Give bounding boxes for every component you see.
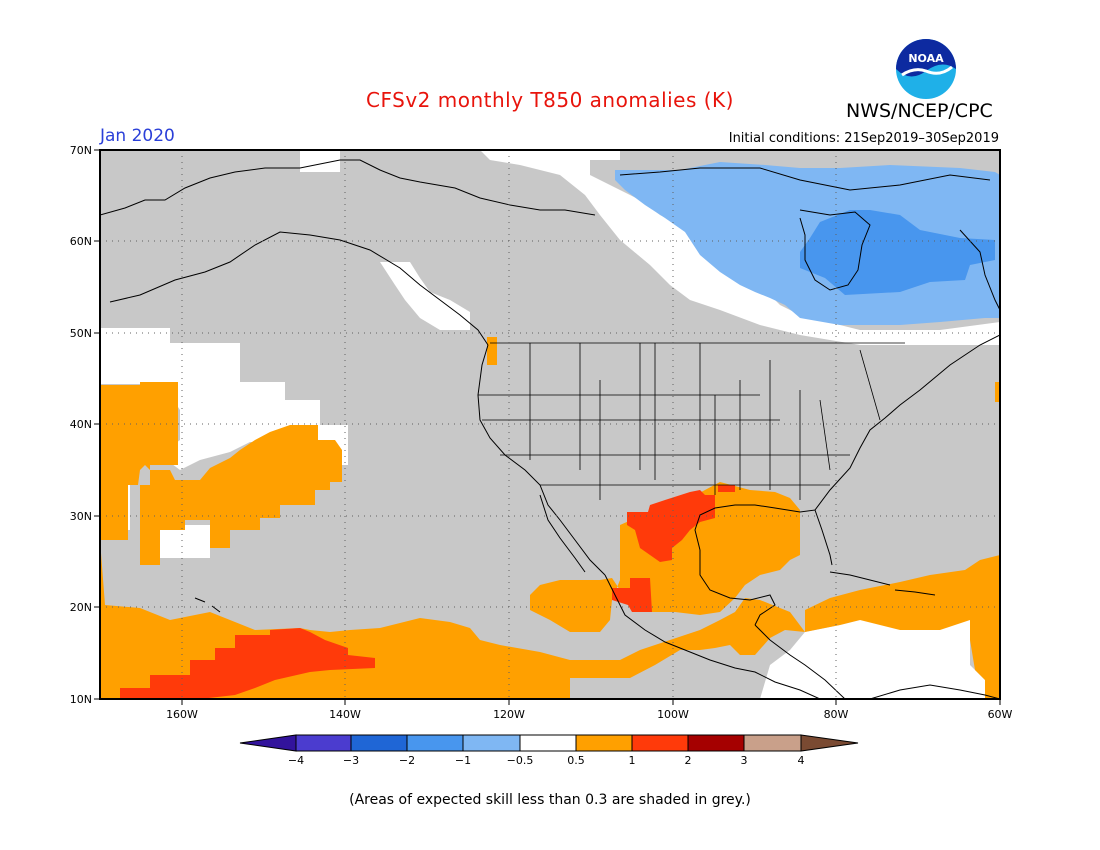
colorbar-tick-label: 1	[629, 754, 636, 767]
neutral-region-tropical-atlantic	[760, 620, 1000, 699]
colorbar-labels: −4 −3 −2 −1 −0.5 0.5 1 2 3 4	[288, 754, 805, 767]
initial-conditions-label: Initial conditions: 21Sep2019–30Sep2019	[728, 131, 999, 146]
skill-footnote: (Areas of expected skill less than 0.3 a…	[349, 792, 751, 808]
coastline-cuba	[829, 571, 891, 586]
colorbar-segment	[575, 734, 633, 752]
colorbar-tick-label: −2	[399, 754, 415, 767]
coastline-hudson-bay	[799, 209, 871, 291]
lat-tick-label: 70N	[70, 144, 92, 157]
lat-tick-label: 40N	[70, 418, 92, 431]
colorbar-segment	[800, 734, 859, 752]
colorbar-tick-label: −1	[455, 754, 471, 767]
anomaly-region-central-pacific	[120, 628, 375, 699]
lon-tick-label: 120W	[493, 708, 525, 721]
colorbar-segment	[295, 734, 352, 752]
colorbar-segment	[406, 734, 464, 752]
lon-tick-label: 80W	[824, 708, 849, 721]
colorbar-segment	[519, 734, 577, 752]
anomaly-region-hudson-bay	[800, 210, 995, 295]
colorbar-segment	[239, 734, 297, 752]
coastline-alaska	[100, 159, 596, 216]
colorbar-tick-label: −4	[288, 754, 304, 767]
valid-month-label: Jan 2020	[100, 126, 175, 146]
anomaly-region-texas-mexico	[627, 490, 715, 562]
noaa-logo-text: NOAA	[908, 52, 944, 65]
lat-tick-label: 30N	[70, 510, 92, 523]
coastline-labrador	[959, 229, 1000, 311]
anomaly-region-east-edge	[995, 382, 1000, 402]
colorbar-tick-label: 4	[798, 754, 805, 767]
coastline-yucatan	[699, 550, 776, 626]
neutral-region-alaska-coast	[380, 262, 470, 330]
anomaly-region-washington-coast	[487, 337, 497, 365]
coastline-central-america	[754, 624, 846, 699]
lon-tick-label: 100W	[657, 708, 689, 721]
colorbar-tick-label: 3	[741, 754, 748, 767]
coastline-hispaniola	[894, 589, 936, 596]
lat-tick-label: 10N	[70, 693, 92, 706]
colorbar-tick-label: 2	[685, 754, 692, 767]
lat-tick-label: 20N	[70, 601, 92, 614]
anomaly-region-louisiana	[718, 485, 735, 492]
colorbar-segment	[743, 734, 802, 752]
colorbar-segment	[687, 734, 745, 752]
lat-ticks	[94, 149, 100, 700]
neutral-region-arctic	[300, 150, 1000, 345]
coastline-arctic	[619, 167, 991, 191]
lat-tick-label: 50N	[70, 327, 92, 340]
lon-ticks	[181, 699, 1001, 705]
lat-labels: 70N 60N 50N 40N 30N 20N 10N	[70, 144, 92, 706]
lon-tick-label: 60W	[988, 708, 1013, 721]
noaa-logo: NOAA	[896, 39, 956, 99]
colorbar-tick-label: −3	[343, 754, 359, 767]
agency-label: NWS/NCEP/CPC	[846, 100, 993, 122]
coastline-alaska-south	[109, 231, 489, 346]
colorbar-segment	[350, 734, 408, 752]
anomaly-region-subtropical-pacific	[100, 382, 342, 565]
coastline-us-east	[814, 334, 1000, 511]
coastline-hawaii	[194, 597, 221, 613]
coastline-baja	[539, 494, 586, 573]
chart-title: CFSv2 monthly T850 anomalies (K)	[366, 88, 734, 112]
coastline-south-america	[869, 684, 1000, 699]
lat-tick-label: 60N	[70, 235, 92, 248]
lon-tick-label: 160W	[166, 708, 198, 721]
colorbar-tick-label: −0.5	[507, 754, 534, 767]
colorbar	[239, 734, 859, 752]
colorbar-segment	[631, 734, 689, 752]
colorbar-segment	[462, 734, 521, 752]
colorbar-tick-label: 0.5	[567, 754, 585, 767]
lon-labels: 160W 140W 120W 100W 80W 60W	[166, 708, 1012, 721]
coastline-mexico-pacific	[604, 574, 821, 699]
coastline-gulf	[694, 504, 833, 566]
lon-tick-label: 140W	[329, 708, 361, 721]
graticule	[100, 150, 1000, 699]
anomaly-region-south-mexico	[612, 578, 652, 612]
